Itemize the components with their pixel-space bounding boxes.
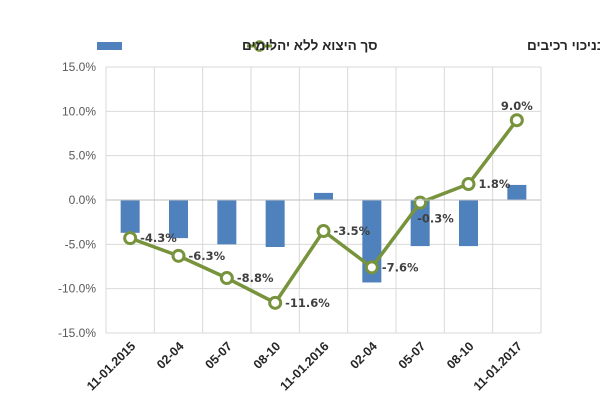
x-tick-label: 11-01.2015 <box>84 339 138 393</box>
line-point <box>316 224 331 239</box>
line-point <box>219 271 234 286</box>
data-label: -7.6% <box>382 260 419 274</box>
x-tick-label: 05-07 <box>202 339 235 372</box>
legend-line-marker <box>253 40 266 52</box>
data-label: -3.5% <box>334 224 371 238</box>
bar <box>120 200 140 233</box>
line-point <box>123 231 138 246</box>
x-tick-label: 02-04 <box>154 339 187 372</box>
y-tick-label: 0.0% <box>69 193 97 207</box>
x-tick-label: 08-10 <box>251 339 284 372</box>
line-point <box>364 260 379 275</box>
data-label: 9.0% <box>501 99 533 113</box>
legend: סך היצוא ללא יהלומים - בניכוי רכיבים סך … <box>97 38 600 53</box>
x-tick-label: 08-10 <box>444 339 477 372</box>
bar <box>459 200 478 247</box>
bar <box>169 200 188 239</box>
series-line <box>129 119 519 305</box>
data-label: -11.6% <box>285 296 330 310</box>
line-point <box>413 195 428 210</box>
line-point <box>509 113 524 128</box>
line-point <box>268 295 283 310</box>
bar <box>217 200 237 245</box>
y-tick-label: 5.0% <box>69 149 97 163</box>
bar <box>314 192 333 200</box>
y-tick-label: -5.0% <box>65 237 97 251</box>
y-tick-label: -10.0% <box>58 282 96 296</box>
data-label: 1.8% <box>479 177 511 191</box>
line-point <box>171 248 186 263</box>
x-tick-label: 05-07 <box>396 339 429 372</box>
x-tick-label: 02-04 <box>347 339 380 372</box>
data-label: -0.3% <box>417 212 454 226</box>
bar <box>265 200 285 247</box>
bar <box>507 184 527 200</box>
x-tick-label: 11-01.2017 <box>471 339 525 393</box>
y-tick-label: 15.0% <box>62 60 96 74</box>
data-label: -6.3% <box>189 249 226 263</box>
x-tick-label: 11-01.2016 <box>277 339 331 393</box>
legend-bar-swatch <box>97 42 122 50</box>
y-tick-label: 10.0% <box>62 104 96 118</box>
line-point <box>461 177 476 192</box>
legend-label-line: סך היצוא ללא יהלומים - בניכוי רכיבים <box>527 38 600 53</box>
y-tick-label: -15.0% <box>58 326 96 340</box>
data-label: -8.8% <box>237 271 274 285</box>
data-label: -4.3% <box>140 231 177 245</box>
legend-label-bar: סך היצוא ללא יהלומים <box>242 38 378 53</box>
